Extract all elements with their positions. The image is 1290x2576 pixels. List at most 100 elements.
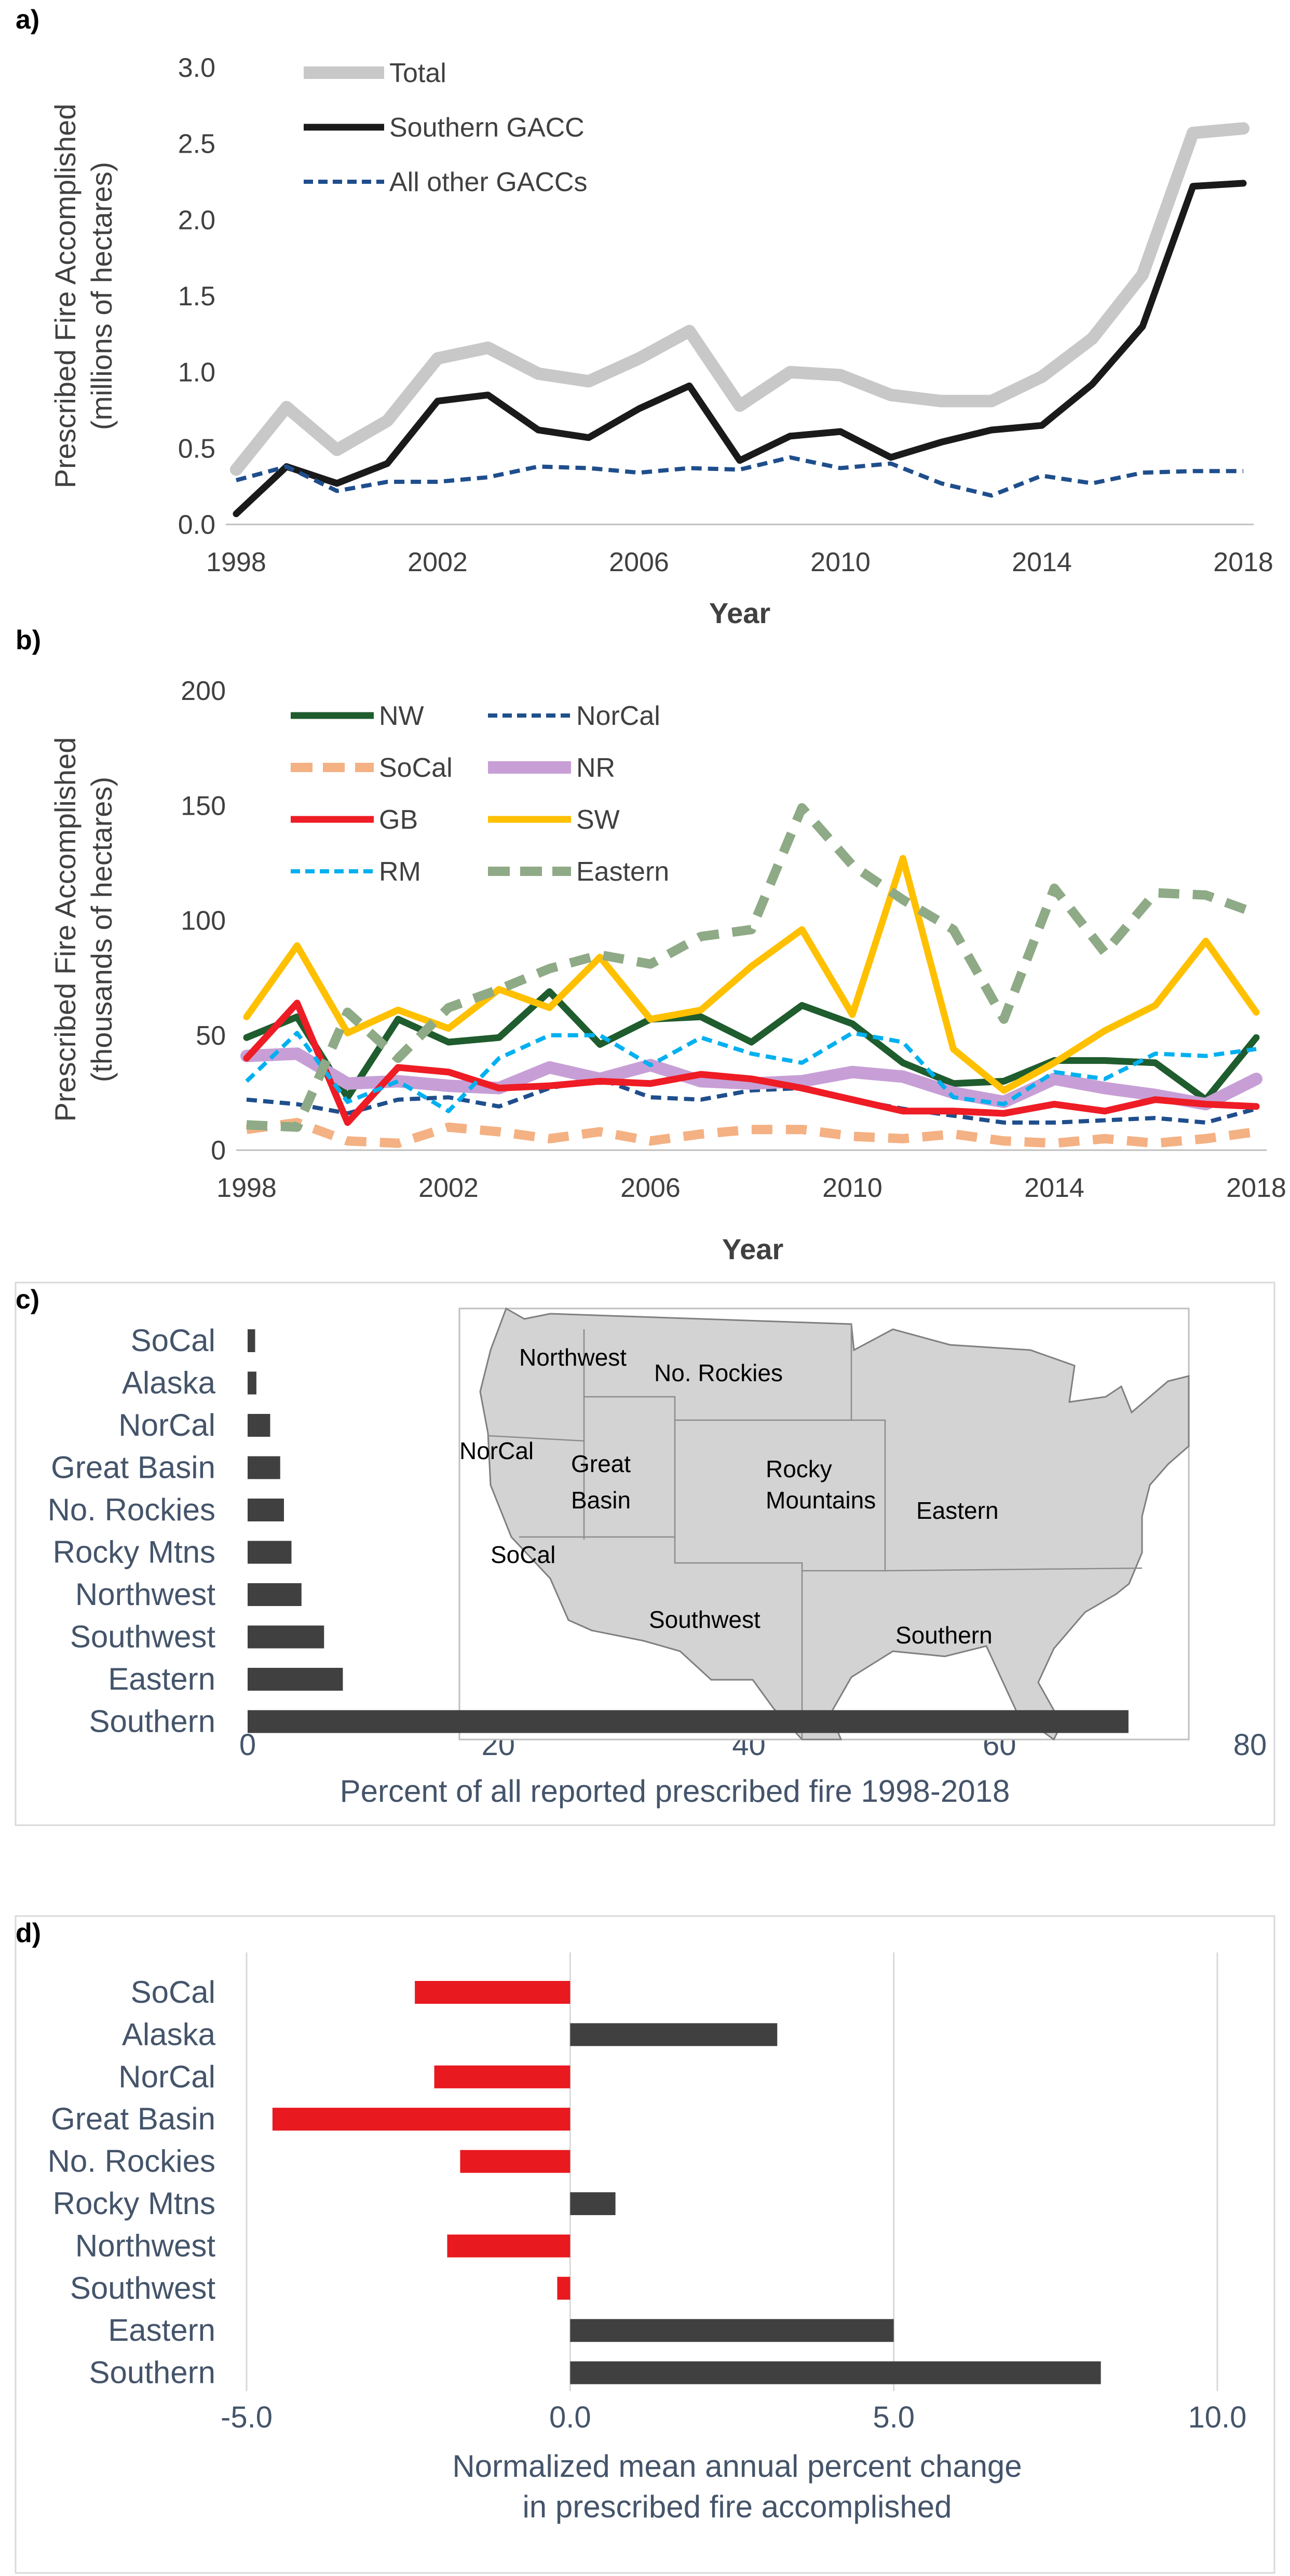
legend-label-gb: GB	[379, 805, 418, 835]
panel-d-category-labels: SoCal Alaska NorCal Great Basin No. Rockies R…	[48, 1975, 216, 2390]
category-label-no-rockies: No. Rockies	[48, 2144, 215, 2179]
x-tick-label: 80	[1233, 1728, 1267, 1762]
x-tick-label: -5.0	[221, 2400, 273, 2434]
legend-label-southern-gacc: Southern GACC	[389, 113, 585, 143]
bar-norcal	[248, 1414, 270, 1437]
panel-b-axes: 0 50 100 150 200 1998 2002 2006 2010 2014 2018	[181, 676, 1286, 1203]
series-line-eastern	[246, 803, 1258, 1132]
category-label-southwest: Southwest	[70, 2271, 215, 2305]
bar-alaska	[248, 1371, 256, 1395]
series-line-socal	[246, 1117, 1257, 1148]
panel-b-legend: NW NorCal SoCal NR GB SW RM Eastern	[291, 701, 669, 887]
category-label-no-rockies: No. Rockies	[48, 1492, 215, 1527]
x-tick-label: 2018	[1226, 1173, 1286, 1203]
bar-southwest	[557, 2276, 571, 2300]
legend-label-total: Total	[389, 58, 446, 88]
map-region-label: Eastern	[916, 1497, 999, 1524]
y-tick-label: 1.0	[178, 358, 215, 388]
panel-c-frame	[15, 1282, 1275, 1826]
category-label-northwest: Northwest	[75, 1577, 215, 1612]
x-tick-label: 1998	[216, 1173, 277, 1203]
x-tick-label: 2010	[810, 547, 871, 577]
map-region-label: Northwest	[519, 1344, 627, 1371]
panel-c-category-labels: SoCal Alaska NorCal Great Basin No. Rockies R…	[48, 1323, 216, 1739]
panel-b-y-axis-subtitle: (thousands of hectares)	[85, 777, 118, 1082]
bar-great-basin	[248, 1456, 280, 1479]
series-line-norcal	[246, 1076, 1257, 1125]
x-tick-label: 0.0	[549, 2400, 591, 2434]
category-label-southern: Southern	[89, 2355, 215, 2390]
panel-b-letter: b)	[16, 625, 41, 655]
panel-a: a) 0.0 0.5 1.0 1.5 2.0 2.5 3.0 1998 2002 2006 2010…	[16, 5, 1273, 629]
map-region-label: Basin	[571, 1487, 631, 1514]
bar-alaska	[570, 2023, 778, 2046]
panel-a-series	[230, 122, 1250, 517]
panel-b-y-axis-title: Prescribed Fire Accomplished	[49, 737, 82, 1122]
legend-label-sw: SW	[576, 805, 620, 835]
panel-d-x-axis-title: Normalized mean annual percent change	[452, 2449, 1022, 2484]
x-tick-label: 5.0	[873, 2400, 915, 2434]
panel-a-y-axis-subtitle: (millions of hectares)	[85, 162, 118, 430]
map-region-label: Great	[571, 1450, 631, 1477]
y-tick-label: 1.5	[178, 281, 215, 312]
panel-c-letter: c)	[16, 1285, 39, 1315]
y-tick-label: 0.5	[178, 434, 215, 464]
us-map-inset: Northwest No. Rockies NorCal Great Basin Rock…	[458, 1307, 1190, 1741]
legend-label-norcal: NorCal	[576, 701, 660, 731]
bar-socal	[415, 1981, 571, 2004]
bar-great-basin	[272, 2108, 571, 2131]
map-region-label: Southern	[895, 1622, 993, 1649]
bar-no-rockies	[460, 2150, 571, 2173]
series-line-nw	[243, 988, 1260, 1103]
category-label-great-basin: Great Basin	[51, 2101, 215, 2136]
map-region-label: NorCal	[459, 1437, 534, 1464]
category-label-southwest: Southwest	[70, 1620, 215, 1654]
panel-c-x-axis-title: Percent of all reported prescribed fire …	[340, 1774, 1010, 1809]
category-label-rocky-mtns: Rocky Mtns	[53, 2186, 215, 2221]
legend-label-nw: NW	[379, 701, 424, 731]
bar-eastern	[248, 1668, 343, 1691]
panel-a-axes: 0.0 0.5 1.0 1.5 2.0 2.5 3.0 1998 2002 2006 2010 201…	[178, 53, 1273, 577]
x-tick-label: 1998	[206, 547, 266, 577]
category-label-rocky-mtns: Rocky Mtns	[53, 1535, 215, 1570]
series-line-rm	[245, 1031, 1257, 1113]
map-region-label: No. Rockies	[654, 1359, 783, 1386]
category-label-norcal: NorCal	[118, 1408, 215, 1442]
panel-a-letter: a)	[16, 5, 39, 35]
category-label-alaska: Alaska	[122, 2017, 216, 2052]
us-map-shape	[479, 1307, 1190, 1741]
map-region-label: Southwest	[649, 1606, 761, 1633]
y-tick-label: 200	[181, 676, 226, 706]
category-label-socal: SoCal	[131, 1323, 215, 1358]
panel-d-letter: d)	[16, 1918, 41, 1948]
y-tick-label: 100	[181, 906, 226, 936]
panel-a-y-axis-title: Prescribed Fire Accomplished	[49, 104, 82, 489]
x-tick-label: 2014	[1012, 547, 1072, 577]
legend-label-socal: SoCal	[379, 753, 453, 783]
x-tick-label: 0	[239, 1728, 256, 1762]
x-tick-label: 2010	[822, 1173, 882, 1203]
y-tick-label: 2.5	[178, 129, 215, 159]
panel-d: d) -5.0 0.0 5.0 10.0 SoCal Alaska NorCal Great…	[15, 1915, 1275, 2574]
legend-label-eastern: Eastern	[576, 857, 669, 887]
category-label-eastern: Eastern	[108, 2313, 215, 2348]
legend-label-all-other-gaccs: All other GACCs	[389, 167, 587, 197]
x-tick-label: 2002	[418, 1173, 479, 1203]
bar-norcal	[434, 2065, 571, 2088]
bar-northwest	[447, 2234, 571, 2258]
legend-label-nr: NR	[576, 753, 615, 783]
x-tick-label: 2002	[408, 547, 468, 577]
legend-label-rm: RM	[379, 857, 421, 887]
series-line-gb	[243, 1000, 1260, 1126]
bar-southwest	[248, 1625, 324, 1649]
category-label-southern: Southern	[89, 1704, 215, 1739]
category-label-eastern: Eastern	[108, 1662, 215, 1696]
bar-eastern	[570, 2319, 894, 2342]
x-tick-label: 2006	[620, 1173, 681, 1203]
bar-rocky-mtns	[570, 2192, 616, 2215]
bar-socal	[248, 1329, 255, 1352]
series-line-nr	[240, 1047, 1262, 1111]
x-tick-label: 2018	[1213, 547, 1273, 577]
